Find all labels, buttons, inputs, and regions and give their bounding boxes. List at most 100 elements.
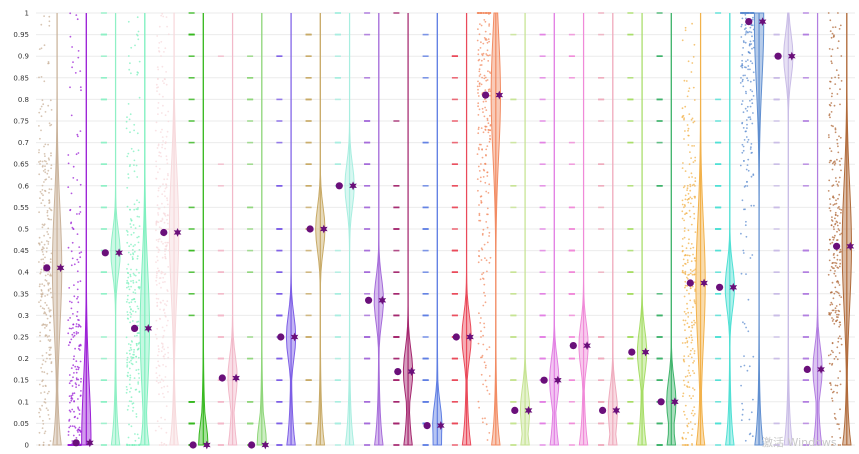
data-point xyxy=(451,141,458,144)
data-point xyxy=(393,120,400,122)
data-point xyxy=(422,33,429,36)
data-point xyxy=(41,324,44,327)
data-point xyxy=(484,20,487,23)
mean-marker-circle xyxy=(686,279,694,287)
data-point xyxy=(76,311,79,313)
data-point xyxy=(48,346,51,349)
data-point xyxy=(137,235,140,238)
data-point xyxy=(77,378,80,381)
data-point xyxy=(73,400,75,402)
mean-marker-circle xyxy=(628,348,636,356)
data-point xyxy=(334,55,341,57)
data-point xyxy=(163,385,166,388)
data-point xyxy=(276,401,283,403)
data-point xyxy=(478,68,481,71)
data-point xyxy=(830,265,833,268)
data-point xyxy=(126,388,128,391)
data-point xyxy=(482,421,484,424)
y-tick-label: 0.8 xyxy=(18,96,29,104)
data-point xyxy=(127,152,130,155)
data-point xyxy=(485,37,487,40)
data-point xyxy=(48,282,50,285)
data-point xyxy=(837,292,840,295)
data-point xyxy=(627,77,634,79)
data-point xyxy=(834,26,837,28)
data-point xyxy=(75,323,78,325)
data-point xyxy=(715,206,722,209)
data-point xyxy=(683,295,686,298)
data-point xyxy=(747,116,750,119)
data-point xyxy=(164,215,167,217)
data-point xyxy=(70,264,73,267)
data-point xyxy=(130,400,133,403)
data-point xyxy=(126,205,129,208)
data-point xyxy=(42,444,45,446)
data-point xyxy=(75,331,78,333)
data-point xyxy=(154,333,157,336)
data-point xyxy=(829,209,832,212)
data-point xyxy=(138,279,141,282)
data-point xyxy=(70,250,73,253)
data-point xyxy=(451,357,458,360)
mean-marker-circle xyxy=(248,441,256,449)
data-point xyxy=(74,426,77,429)
data-point xyxy=(138,271,140,274)
data-point xyxy=(334,163,341,165)
data-point xyxy=(749,60,752,63)
data-point xyxy=(480,330,482,333)
series-5 xyxy=(154,12,182,446)
data-point xyxy=(568,33,575,36)
data-point xyxy=(627,141,634,144)
data-point xyxy=(830,349,833,352)
data-point xyxy=(715,379,722,381)
data-point xyxy=(68,409,71,412)
data-point xyxy=(47,143,49,146)
data-point xyxy=(217,55,224,57)
data-point xyxy=(489,33,491,35)
data-point xyxy=(831,168,834,171)
data-point xyxy=(686,340,689,342)
data-point xyxy=(694,177,697,179)
data-point xyxy=(40,293,42,295)
data-point xyxy=(834,128,837,131)
data-point xyxy=(74,347,76,350)
data-point xyxy=(45,313,48,316)
data-point xyxy=(836,224,839,227)
data-point xyxy=(422,379,429,381)
data-point xyxy=(715,163,722,165)
data-point xyxy=(128,400,131,402)
data-point xyxy=(156,147,159,149)
data-point xyxy=(39,299,42,302)
data-point xyxy=(687,381,690,384)
data-point xyxy=(128,367,131,370)
data-point xyxy=(305,77,312,79)
data-point xyxy=(334,271,341,273)
mean-marker-star xyxy=(846,241,855,251)
data-point xyxy=(49,208,52,211)
data-point xyxy=(162,379,165,382)
data-point xyxy=(158,282,161,285)
data-point xyxy=(689,183,692,186)
data-point xyxy=(305,444,312,446)
data-point xyxy=(693,99,696,101)
data-point xyxy=(161,65,164,68)
data-point xyxy=(773,141,780,144)
data-point xyxy=(126,298,129,301)
data-point xyxy=(477,342,480,345)
data-point xyxy=(834,162,837,165)
data-point xyxy=(42,253,45,256)
data-point xyxy=(687,355,690,357)
data-point xyxy=(688,113,691,115)
data-point xyxy=(133,298,136,301)
data-point xyxy=(247,77,254,79)
data-point xyxy=(70,395,73,397)
data-point xyxy=(50,188,53,191)
data-point xyxy=(627,120,634,122)
data-point xyxy=(44,430,47,433)
data-point xyxy=(837,309,840,312)
data-point xyxy=(130,268,132,271)
data-point xyxy=(393,379,400,381)
data-point xyxy=(165,431,168,434)
data-point xyxy=(749,105,752,108)
data-point xyxy=(691,197,693,200)
